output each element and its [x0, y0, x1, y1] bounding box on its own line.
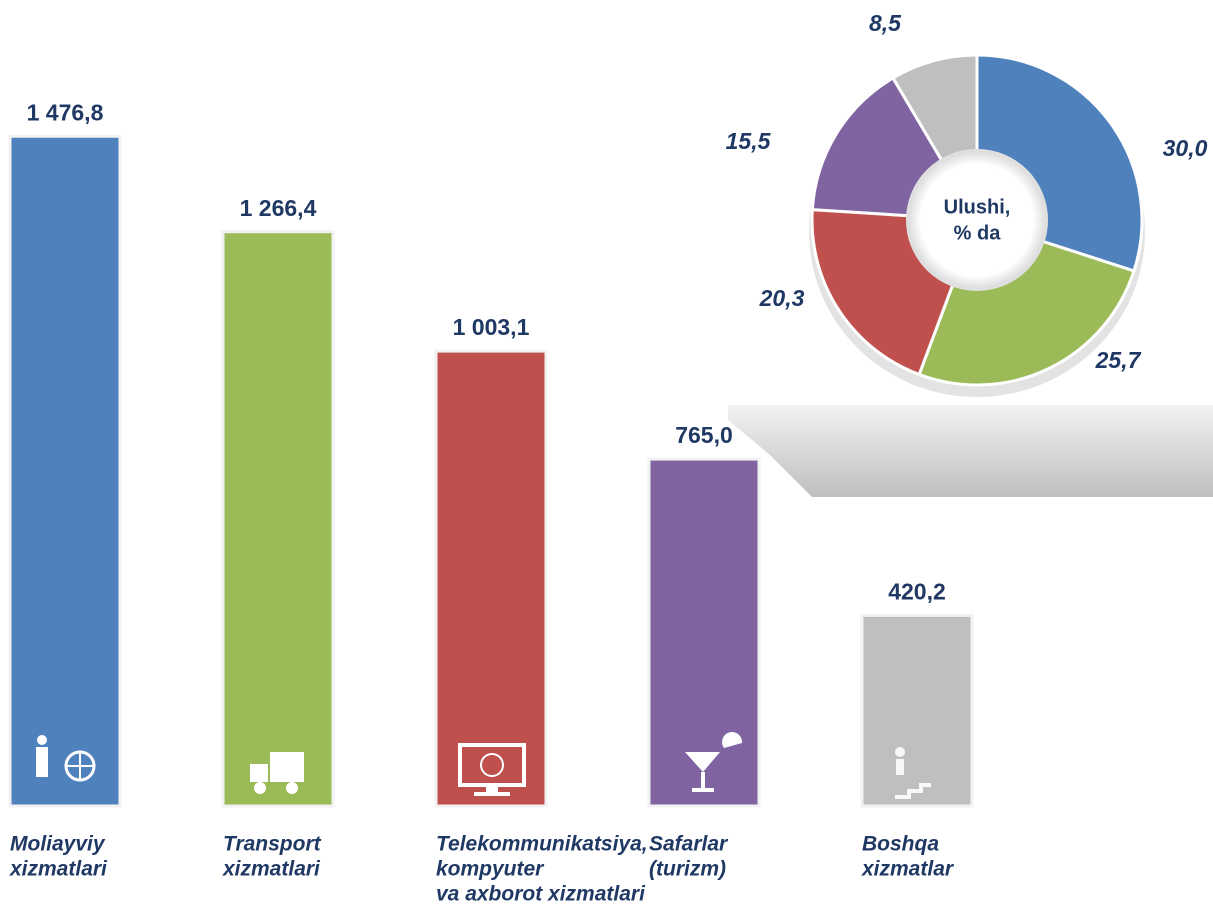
icon-truck [250, 752, 304, 794]
icon-monitor [458, 743, 526, 796]
pie-value-label: 15,5 [726, 128, 772, 154]
pie-value-label: 25,7 [1095, 347, 1142, 373]
pie-hole [906, 149, 1048, 291]
category-label: kompyuter [436, 858, 545, 881]
bar [860, 613, 974, 808]
bar [434, 349, 548, 808]
value-label: 1 476,8 [27, 99, 104, 125]
icon-finance [36, 735, 96, 782]
icon-stairs [895, 747, 931, 799]
category-label: Safarlar [649, 833, 729, 856]
category-label: Boshqa [862, 833, 939, 856]
value-label: 420,2 [888, 579, 946, 605]
category-label: va axborot xizmatlari [436, 883, 646, 906]
bar [221, 230, 335, 808]
center-label: Ulushi, [944, 196, 1011, 218]
category-label: Moliayviy [10, 833, 106, 856]
icon-cocktail [685, 732, 743, 792]
category-label: (turizm) [649, 858, 726, 881]
value-label: 1 266,4 [240, 195, 317, 221]
category-label: xizmatlar [861, 858, 955, 881]
pie-value-label: 8,5 [869, 10, 902, 36]
value-label: 1 003,1 [453, 314, 530, 340]
center-label: % da [954, 222, 1002, 244]
value-label: 765,0 [675, 422, 733, 448]
category-label: xizmatlari [9, 858, 108, 881]
category-label: xizmatlari [222, 858, 321, 881]
category-label: Transport [223, 833, 322, 856]
pie-value-label: 20,3 [759, 285, 805, 311]
category-label: Telekommunikatsiya, [436, 833, 648, 856]
icons [36, 732, 931, 799]
pie-value-label: 30,0 [1163, 135, 1208, 161]
shelf-decoration [728, 405, 1213, 497]
bar [647, 457, 761, 808]
bar [8, 134, 122, 808]
pie-chart: 30,0 25,7 20,3 15,5 8,5 Ulushi, % da [726, 10, 1208, 387]
